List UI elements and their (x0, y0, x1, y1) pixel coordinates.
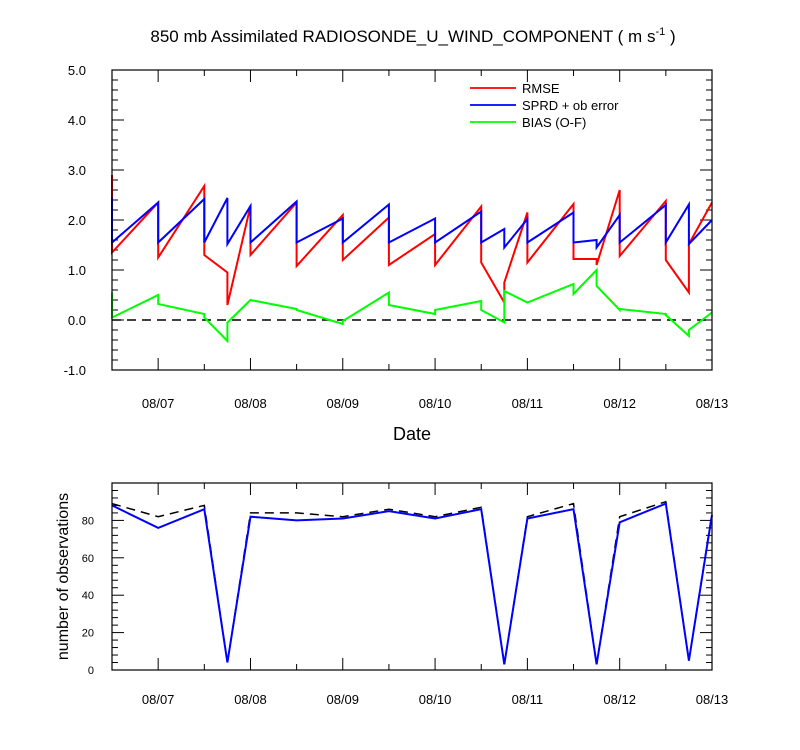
top-axis-ticks (111, 69, 713, 371)
y-tick-label: -1.0 (64, 363, 86, 378)
x-tick-label: 08/10 (419, 396, 452, 411)
bottom-panel: 0 20 40 60 80 08/07 08/08 08/09 08/10 08/11 08/12 0… (55, 482, 729, 707)
y-tick-label: 2.0 (68, 213, 86, 228)
top-plot-frame (111, 69, 713, 371)
x-tick-label: 08/12 (603, 396, 636, 411)
top-series-group (111, 175, 713, 344)
y-tick-label: 3.0 (68, 163, 86, 178)
y-tick-label: 0.0 (68, 313, 86, 328)
y-tick-label: 5.0 (68, 63, 86, 78)
series-line-bias (111, 267, 713, 344)
y-tick-label: 1.0 (68, 263, 86, 278)
y-tick-label: 20 (82, 628, 94, 640)
x-tick-label: 08/13 (696, 692, 729, 707)
legend-label-rmse: RMSE (522, 81, 560, 96)
legend-label-sprd: SPRD + ob error (522, 98, 619, 113)
x-tick-label: 08/08 (234, 692, 267, 707)
x-tick-label: 08/07 (142, 692, 175, 707)
y-tick-label: 4.0 (68, 113, 86, 128)
chart-title: 850 mb Assimilated RADIOSONDE_U_WIND_COM… (150, 26, 675, 46)
y-tick-label: 80 (82, 515, 94, 527)
y-tick-label: 40 (82, 590, 94, 602)
count-line-possible (111, 500, 713, 665)
y-tick-label: 60 (82, 553, 94, 565)
y-axis-label: number of observations (55, 493, 72, 660)
x-tick-label: 08/09 (326, 692, 359, 707)
legend: RMSE SPRD + ob error BIAS (O-F) (470, 81, 619, 130)
top-tick-labels: -1.0 0.0 1.0 2.0 3.0 4.0 5.0 08/07 08/08 08/09 08/… (64, 63, 729, 411)
x-axis-label: Date (393, 424, 431, 444)
bottom-series-group (111, 500, 713, 665)
x-tick-label: 08/10 (419, 692, 452, 707)
legend-label-bias: BIAS (O-F) (522, 115, 586, 130)
x-tick-label: 08/09 (326, 396, 359, 411)
x-tick-label: 08/08 (234, 396, 267, 411)
x-tick-label: 08/07 (142, 396, 175, 411)
count-line-assimilated (111, 502, 713, 665)
x-tick-label: 08/11 (512, 692, 544, 707)
series-line-sprd (111, 196, 713, 251)
x-tick-label: 08/11 (512, 396, 544, 411)
x-tick-label: 08/12 (603, 692, 636, 707)
y-tick-label: 0 (88, 665, 94, 677)
top-panel: -1.0 0.0 1.0 2.0 3.0 4.0 5.0 08/07 08/08 08/09 08/… (64, 63, 729, 444)
bottom-tick-labels: 0 20 40 60 80 08/07 08/08 08/09 08/10 08/11 08/12 0… (82, 515, 729, 707)
bottom-plot-frame (111, 482, 713, 671)
x-tick-label: 08/13 (696, 396, 729, 411)
series-line-rmse (111, 175, 713, 307)
